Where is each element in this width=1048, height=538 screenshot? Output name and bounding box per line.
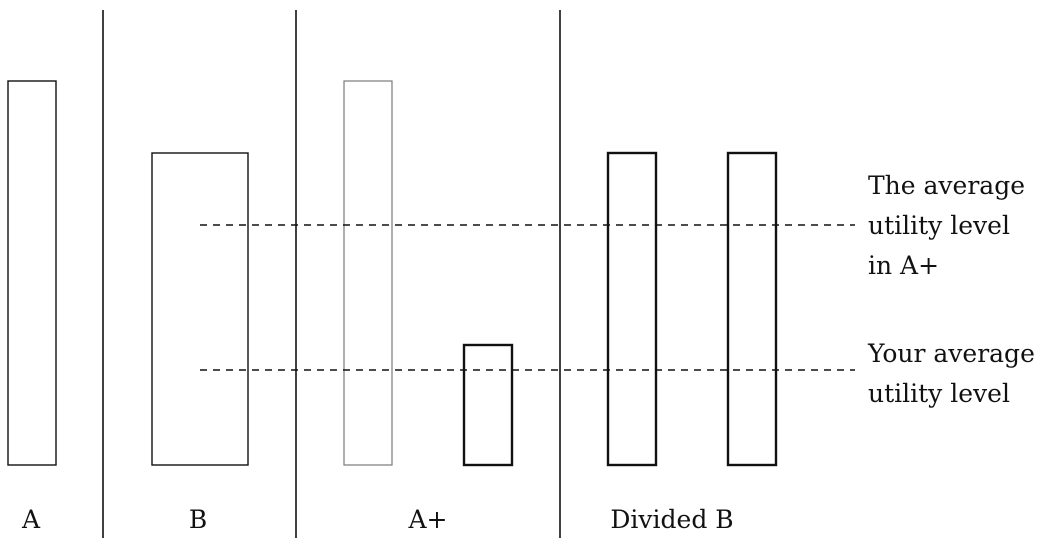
annotation-a-plus-average-line-3: in A+ bbox=[868, 251, 939, 280]
annotation-your-average-line-2: utility level bbox=[868, 379, 1010, 408]
bar-aplus-low bbox=[462, 343, 514, 467]
bar-divided-b-right bbox=[726, 151, 778, 467]
annotation-a-plus-average-line-1: The average bbox=[868, 171, 1025, 200]
section-label-a: A bbox=[21, 505, 41, 534]
bar-divided-b-left bbox=[606, 151, 658, 467]
bar-a bbox=[7, 80, 57, 466]
annotation-your-average-line-1: Your average bbox=[867, 339, 1035, 368]
annotation-a-plus-average-line-2: utility level bbox=[868, 211, 1010, 240]
bar-b bbox=[151, 152, 249, 466]
section-label-a-plus: A+ bbox=[407, 505, 447, 534]
section-label-b: B bbox=[189, 505, 207, 534]
bar-aplus-high bbox=[343, 80, 393, 466]
section-label-divided-b: Divided B bbox=[610, 505, 733, 534]
